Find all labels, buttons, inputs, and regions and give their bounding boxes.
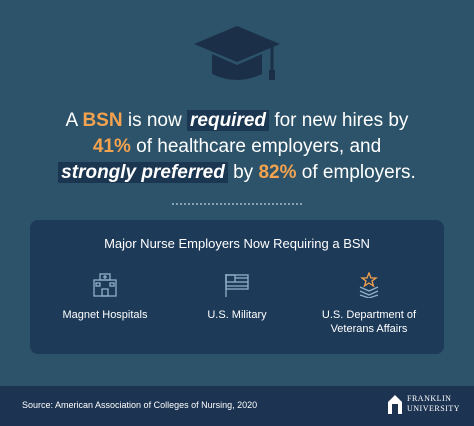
employer: U.S. Military: [168, 272, 306, 322]
headline: A BSN is now required for new hires by 4…: [0, 108, 474, 186]
headline-line: 41% of healthcare employers, and: [0, 134, 474, 160]
logo-text: FRANKLIN: [407, 394, 452, 403]
headline-line: strongly preferred by 82% of employers.: [0, 160, 474, 186]
employers-panel: Major Nurse Employers Now Requiring a BS…: [30, 220, 444, 354]
footer: Source: American Association of Colleges…: [0, 386, 474, 426]
veterans-icon: [359, 272, 379, 298]
accent-text: BSN: [82, 110, 123, 131]
panel-title: Major Nurse Employers Now Requiring a BS…: [104, 236, 370, 251]
logo: FRANKLIN UNIVERSITY: [388, 394, 460, 414]
text: A: [65, 110, 78, 131]
employer: Magnet Hospitals: [36, 272, 174, 322]
text: of employers.: [301, 162, 416, 183]
flag-icon: [225, 274, 249, 297]
employer-label: U.S. Military: [207, 309, 267, 321]
hospital-icon: [93, 273, 117, 297]
graduation-cap-icon: [194, 26, 280, 80]
text: by: [233, 162, 254, 183]
employer-label: Magnet Hospitals: [62, 309, 148, 321]
highlight-text: strongly preferred: [58, 162, 228, 183]
highlight-text: required: [187, 110, 270, 131]
accent-text: 82%: [258, 162, 297, 183]
employer: U.S. Department of Veterans Affairs: [300, 272, 438, 336]
headline-line: A BSN is now required for new hires by: [0, 108, 474, 134]
text: of healthcare employers, and: [136, 136, 382, 157]
text: for new hires by: [274, 110, 409, 131]
divider: [172, 203, 302, 205]
employer-label: Veterans Affairs: [330, 323, 408, 335]
employer-label: U.S. Department of: [321, 309, 417, 321]
accent-text: 41%: [92, 136, 131, 157]
logo-mark: [388, 395, 402, 414]
logo-text: UNIVERSITY: [407, 404, 460, 413]
source-note: Source: American Association of Colleges…: [22, 400, 258, 410]
text: is now: [127, 110, 182, 131]
